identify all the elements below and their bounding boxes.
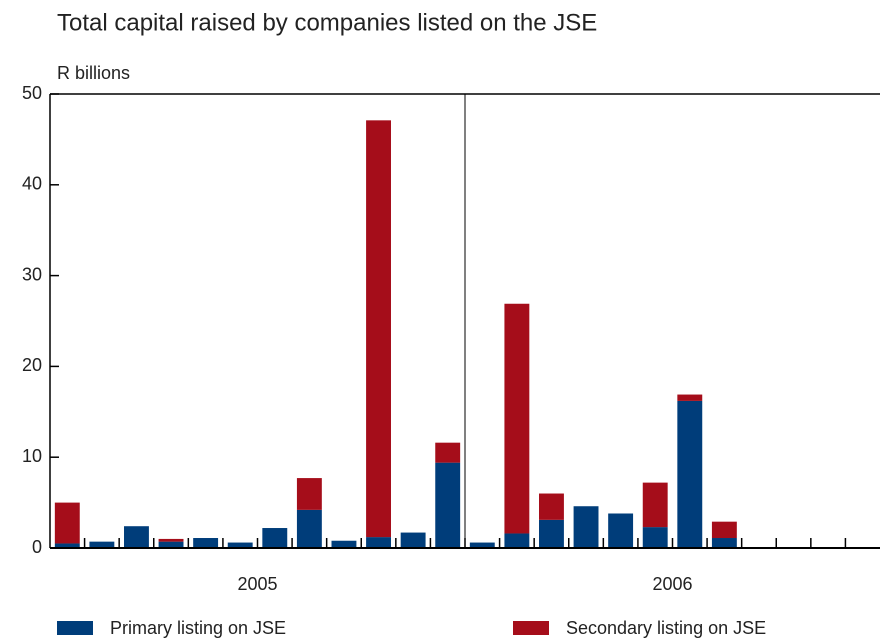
bar-segment [642,482,668,528]
bar-segment [89,541,115,548]
bar-segment [469,542,495,548]
y-tick-label: 20 [22,355,42,375]
bar-segment [227,542,253,548]
bar-segment [677,394,703,401]
group-label: 2005 [237,574,277,594]
bar-segment [193,538,219,548]
bar-segment [539,493,564,520]
bar-segment [124,526,149,548]
legend-label: Primary listing on JSE [110,618,286,638]
legend-swatch [57,621,93,635]
bar-segment [296,509,322,548]
bar-segment [573,506,599,548]
bar-segment [366,120,391,538]
bar-segment [539,519,564,548]
bar-segment [435,462,461,548]
y-tick-label: 50 [22,83,42,103]
bar-segment [400,532,426,548]
bar-segment [504,303,530,534]
bar-segment [54,543,80,548]
bar-segment [158,538,184,542]
bar-segment [711,538,737,548]
bar-segment [54,502,80,544]
bar-segment [642,527,668,548]
bar-segment [711,521,737,539]
group-label: 2006 [652,574,692,594]
bar-segment [296,478,322,510]
y-tick-label: 0 [32,537,42,557]
bar-segment [262,528,288,548]
bar-segment [677,400,703,548]
chart-title: Total capital raised by companies listed… [57,9,597,36]
legend-swatch [513,621,549,635]
y-tick-label: 40 [22,174,42,194]
bar-segment [366,537,391,548]
y-axis-label: R billions [57,63,130,83]
y-tick-label: 30 [22,264,42,284]
legend-label: Secondary listing on JSE [566,618,766,638]
bar-segment [504,533,530,548]
bar-segment [435,442,461,463]
bar-segment [331,540,357,548]
bar-segment [608,513,634,548]
bar-segment [158,541,184,548]
y-tick-label: 10 [22,446,42,466]
